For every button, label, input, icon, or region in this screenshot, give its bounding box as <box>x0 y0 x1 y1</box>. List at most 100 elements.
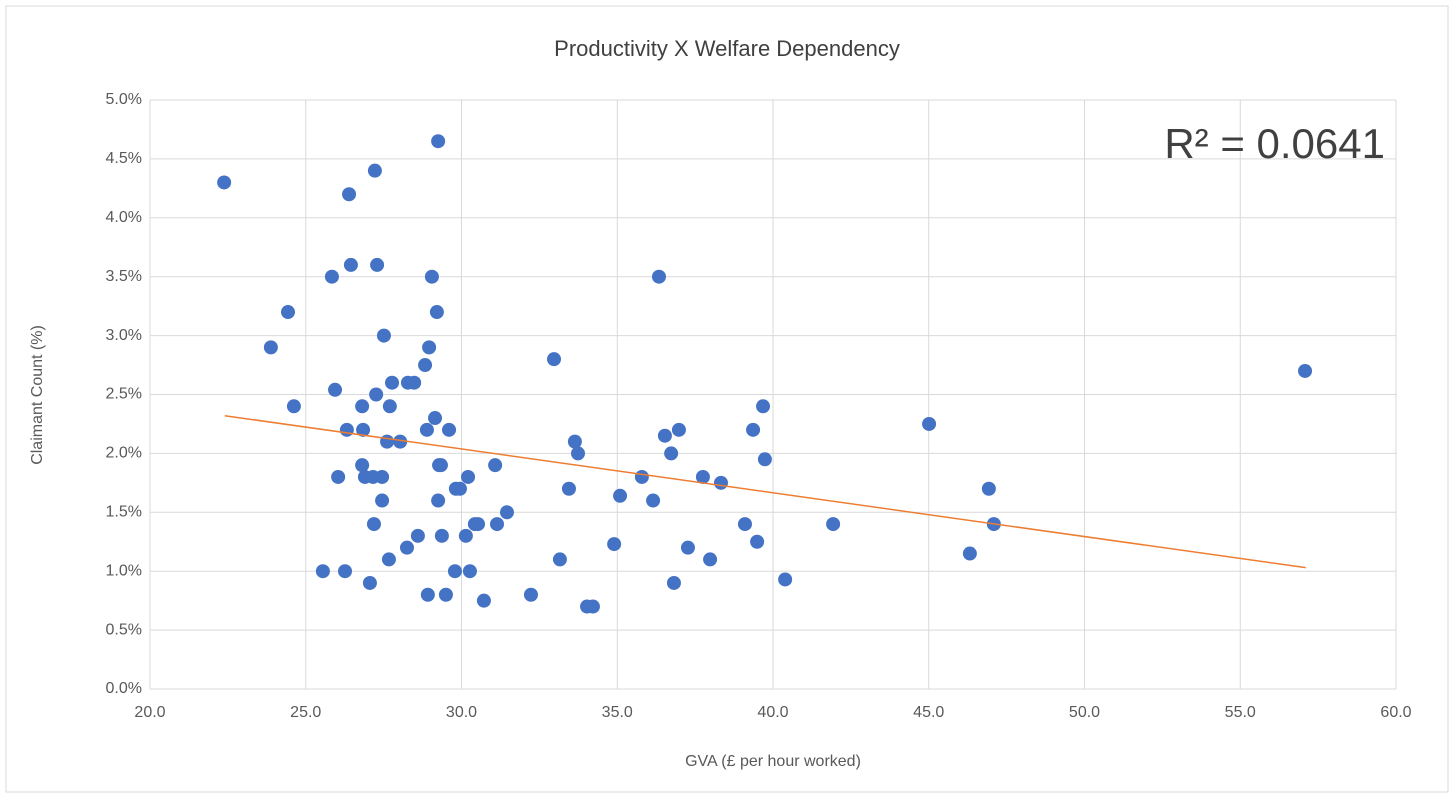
x-axis-label: GVA (£ per hour worked) <box>685 753 861 770</box>
point <box>375 469 390 484</box>
point <box>424 269 439 284</box>
point <box>366 517 381 532</box>
point <box>263 340 278 355</box>
point <box>452 481 467 496</box>
chart-title: Productivity X Welfare Dependency <box>554 36 900 61</box>
point <box>657 428 672 443</box>
point <box>471 517 486 532</box>
point <box>362 575 377 590</box>
point <box>369 387 384 402</box>
point <box>613 488 628 503</box>
point <box>778 572 793 587</box>
point <box>651 269 666 284</box>
x-tick-label: 20.0 <box>134 704 165 721</box>
point <box>488 458 503 473</box>
point <box>438 587 453 602</box>
point <box>434 528 449 543</box>
point <box>547 352 562 367</box>
x-tick-label: 60.0 <box>1380 704 1411 721</box>
point <box>217 175 232 190</box>
point <box>380 434 395 449</box>
point <box>355 399 370 414</box>
point <box>431 493 446 508</box>
point <box>399 540 414 555</box>
y-tick-label: 2.0% <box>106 445 142 462</box>
point <box>420 587 435 602</box>
annotation: R² = 0.0641 <box>1164 120 1385 167</box>
chart-frame <box>5 5 1449 793</box>
point <box>410 528 425 543</box>
point <box>375 493 390 508</box>
point <box>376 328 391 343</box>
y-tick-label: 1.0% <box>106 562 142 579</box>
y-tick-label: 1.5% <box>106 504 142 521</box>
point <box>286 399 301 414</box>
point <box>746 422 761 437</box>
point <box>567 434 582 449</box>
point <box>680 540 695 555</box>
point <box>385 375 400 390</box>
point <box>666 575 681 590</box>
y-tick-label: 4.5% <box>106 150 142 167</box>
x-tick-label: 55.0 <box>1225 704 1256 721</box>
point <box>826 517 841 532</box>
point <box>552 552 567 567</box>
point <box>585 599 600 614</box>
point <box>462 564 477 579</box>
x-tick-label: 50.0 <box>1069 704 1100 721</box>
point <box>1298 363 1313 378</box>
point <box>407 375 422 390</box>
point <box>431 134 446 149</box>
point <box>280 305 295 320</box>
point <box>367 163 382 178</box>
y-tick-label: 4.0% <box>106 209 142 226</box>
point <box>331 469 346 484</box>
point <box>343 257 358 272</box>
x-tick-label: 40.0 <box>757 704 788 721</box>
point <box>607 537 622 552</box>
x-tick-label: 30.0 <box>446 704 477 721</box>
x-tick-label: 35.0 <box>602 704 633 721</box>
point <box>561 481 576 496</box>
point <box>703 552 718 567</box>
x-tick-label: 25.0 <box>290 704 321 721</box>
point <box>324 269 339 284</box>
point <box>328 382 343 397</box>
point <box>499 505 514 520</box>
point <box>381 552 396 567</box>
point <box>962 546 977 561</box>
point <box>342 187 357 202</box>
point <box>356 422 371 437</box>
point <box>646 493 661 508</box>
point <box>571 446 586 461</box>
point <box>737 517 752 532</box>
point <box>695 469 710 484</box>
trendline <box>224 414 1306 569</box>
point <box>370 257 385 272</box>
point <box>433 458 448 473</box>
point <box>355 458 370 473</box>
y-axis-label: Claimant Count (%) <box>29 325 46 465</box>
point <box>458 528 473 543</box>
y-tick-label: 0.5% <box>106 621 142 638</box>
point <box>418 358 433 373</box>
y-tick-label: 3.0% <box>106 327 142 344</box>
point <box>339 422 354 437</box>
point <box>382 399 397 414</box>
point <box>428 411 443 426</box>
point <box>490 517 505 532</box>
x-tick-label: 45.0 <box>913 704 944 721</box>
point <box>671 422 686 437</box>
point <box>634 469 649 484</box>
point <box>476 593 491 608</box>
point <box>393 434 408 449</box>
point <box>523 587 538 602</box>
point <box>461 469 476 484</box>
point <box>447 564 462 579</box>
y-tick-label: 2.5% <box>106 386 142 403</box>
point <box>419 422 434 437</box>
point <box>337 564 352 579</box>
point <box>757 452 772 467</box>
y-tick-label: 0.0% <box>106 680 142 697</box>
